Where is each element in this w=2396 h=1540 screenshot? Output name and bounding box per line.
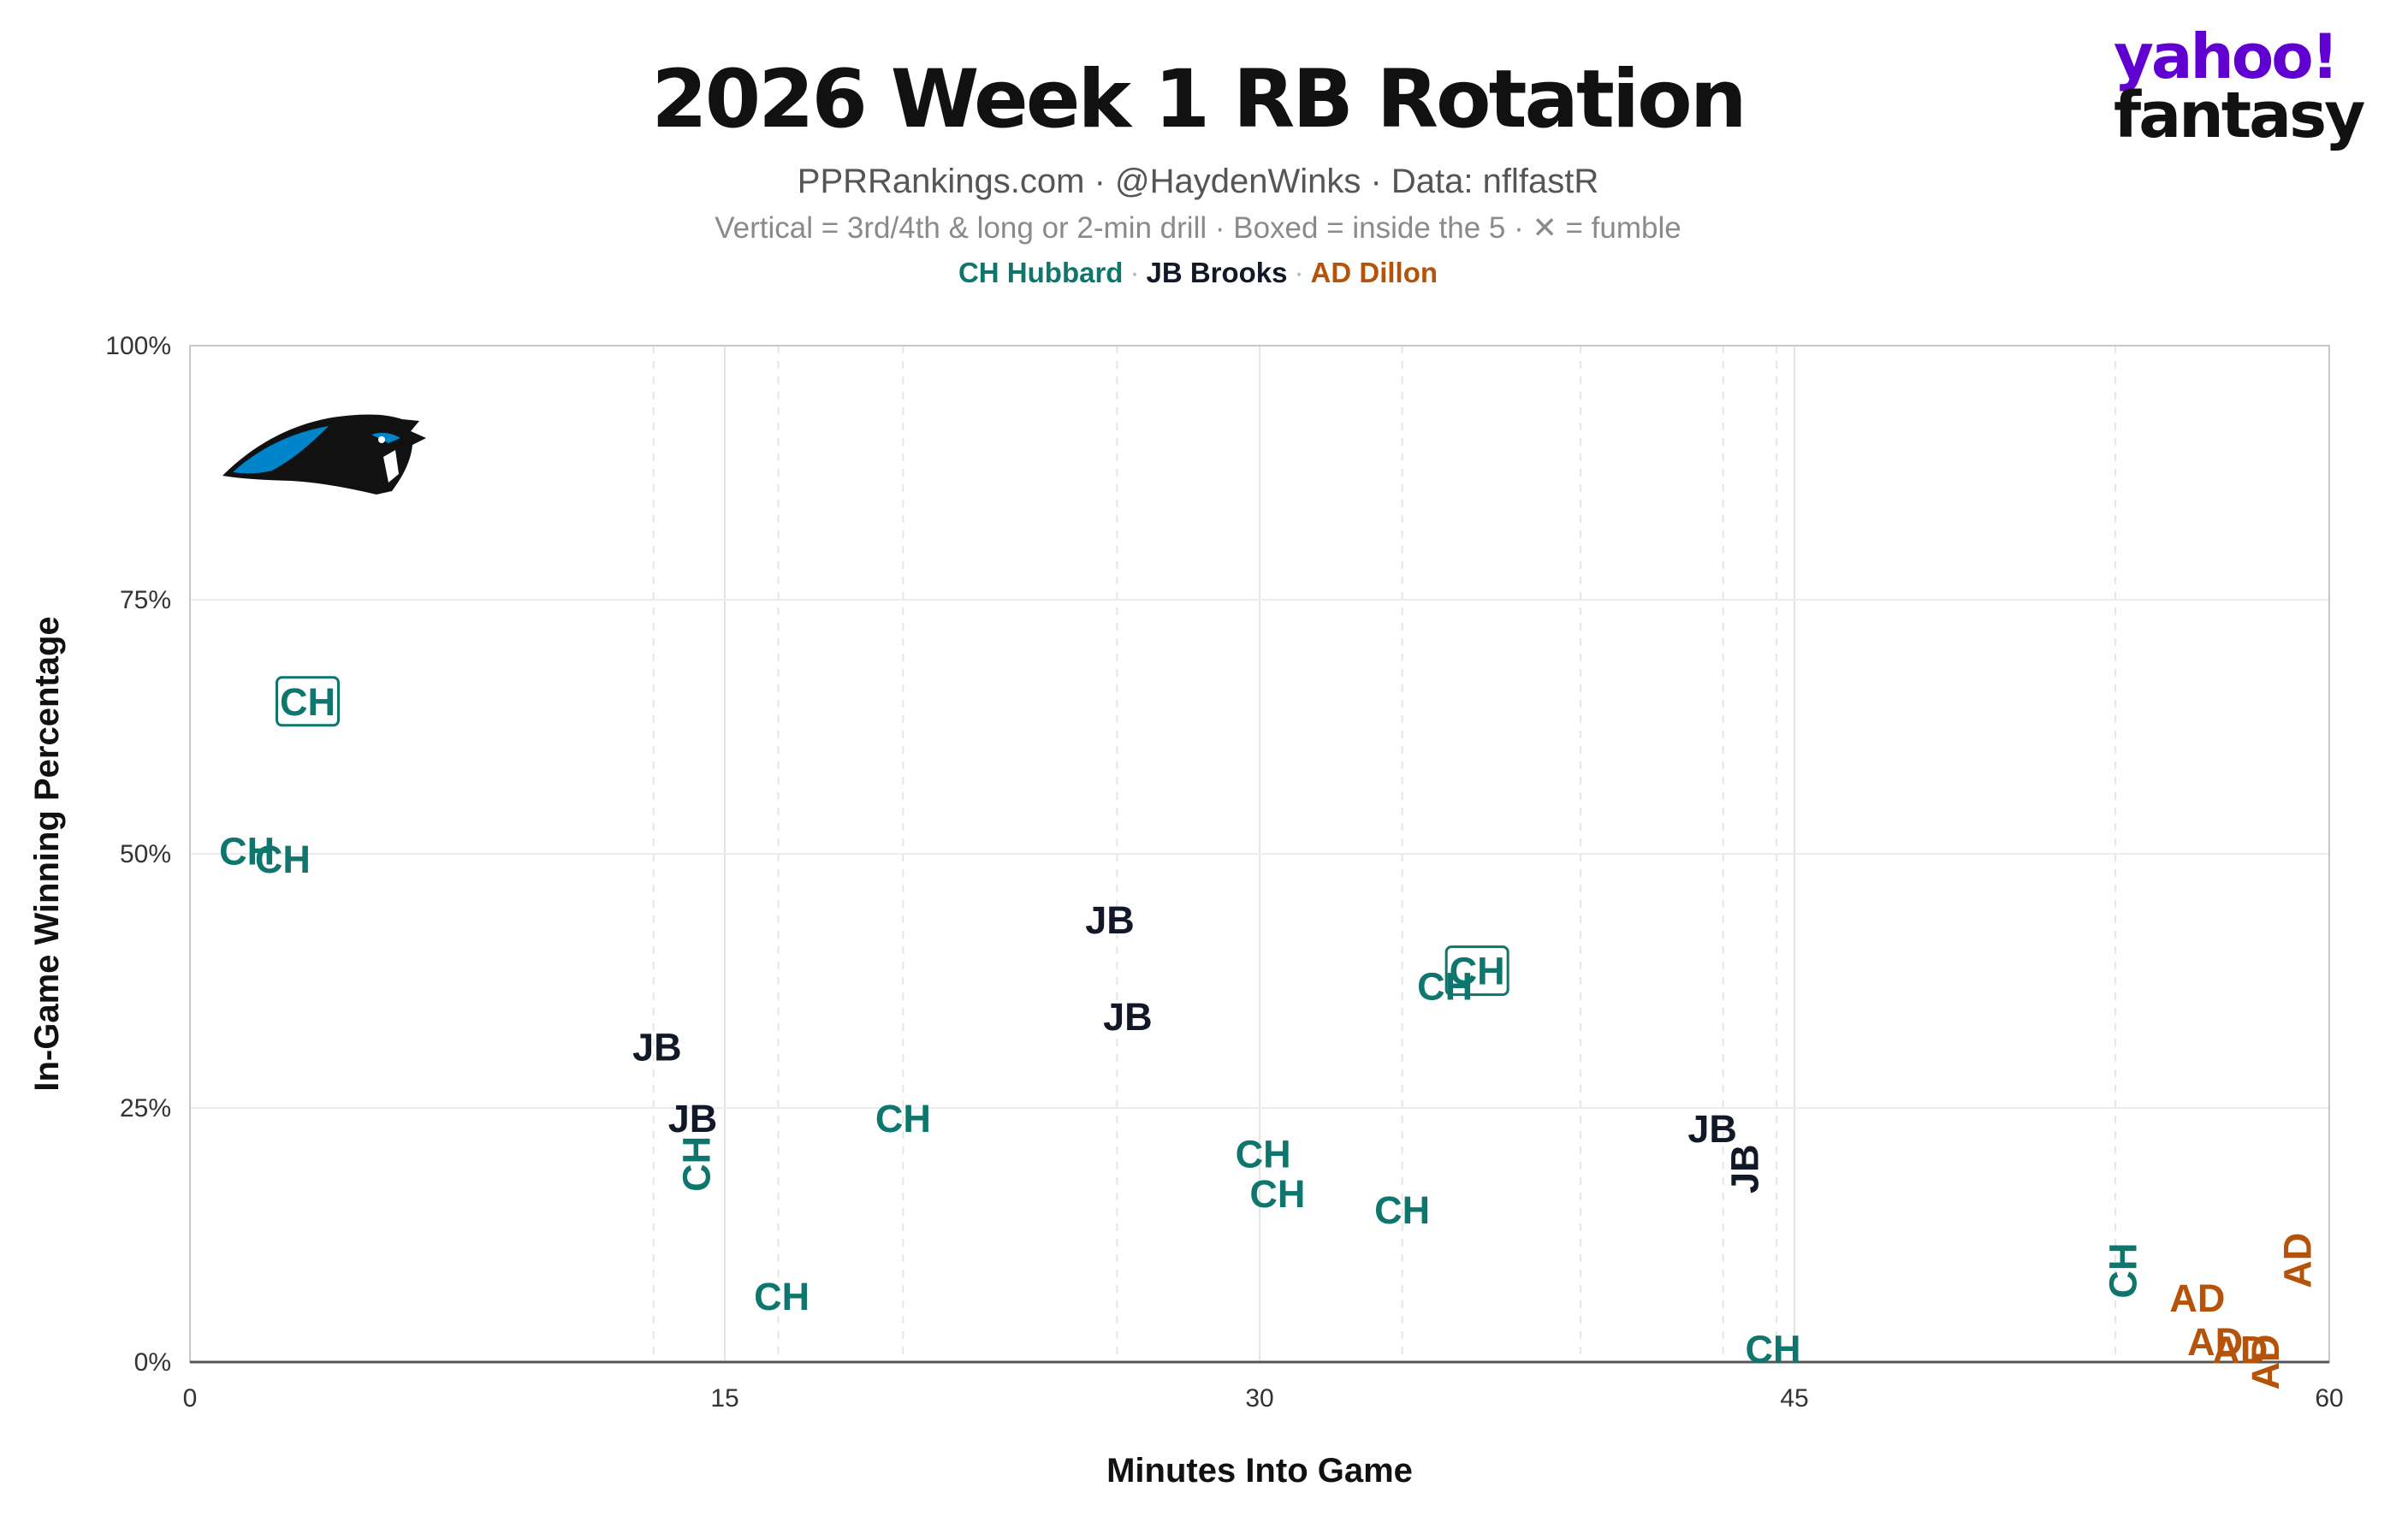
y-tick-label: 25% (120, 1094, 171, 1122)
data-point-ad: AD (2244, 1335, 2287, 1390)
data-point-jb: JB (1103, 995, 1153, 1039)
data-point-ch: CH (255, 838, 311, 881)
data-point-ch: CH (1450, 950, 1505, 993)
data-point-ad: AD (2187, 1320, 2243, 1364)
chart-note: Vertical = 3rd/4th & long or 2-min drill… (715, 211, 1681, 245)
data-point-ad: AD (2169, 1276, 2225, 1320)
legend-item-brooks: JB Brooks (1146, 257, 1288, 288)
data-point-ch: CH (2101, 1243, 2144, 1299)
x-tick-label: 15 (710, 1384, 738, 1413)
chart-credits: PPRRankings.com · @HaydenWinks · Data: n… (797, 163, 1599, 200)
x-tick-label: 0 (183, 1384, 198, 1413)
data-point-ch: CH (875, 1097, 931, 1140)
x-axis-label: Minutes Into Game (1106, 1452, 1413, 1490)
x-tick-label: 60 (2315, 1384, 2343, 1413)
data-point-jb: JB (1687, 1107, 1737, 1151)
y-tick-label: 0% (134, 1348, 171, 1377)
goal-line-box (276, 676, 340, 727)
chart-title: 2026 Week 1 RB Rotation (651, 53, 1747, 146)
data-point-ch: CH (1249, 1172, 1305, 1216)
data-point-jb: JB (1723, 1145, 1767, 1194)
y-axis-label: In-Game Winning Percentage (28, 616, 66, 1091)
legend-item-hubbard: CH Hubbard (958, 257, 1124, 288)
goal-line-box (1444, 945, 1509, 997)
legend-separator: · (1130, 257, 1140, 288)
data-point-ch: CH (280, 680, 335, 724)
data-point-ch: CH (675, 1136, 719, 1192)
y-tick-label: 100% (105, 332, 171, 360)
grid (190, 346, 2329, 1362)
yahoo-wordmark: yahoo! (2114, 21, 2340, 92)
data-point-ad: AD (2212, 1329, 2268, 1372)
fantasy-wordmark: fantasy (2114, 79, 2365, 152)
data-point-ch: CH (754, 1275, 810, 1318)
x-tick-label: 30 (1245, 1384, 1273, 1413)
legend: CH Hubbard · JB Brooks · AD Dillon (0, 257, 2396, 289)
data-point-jb: JB (632, 1026, 682, 1069)
data-point-ch: CH (1374, 1188, 1430, 1232)
panther-logo-icon (222, 414, 426, 495)
data-point-ch: CH (219, 829, 275, 873)
data-point-ad: AD (2276, 1233, 2320, 1288)
data-point-ch: CH (1236, 1132, 1291, 1176)
data-point-ch: CH (1746, 1328, 1801, 1371)
data-point-jb: JB (1085, 898, 1135, 942)
legend-separator: · (1294, 257, 1304, 288)
y-tick-label: 50% (120, 840, 171, 868)
yahoo-fantasy-logo: yahoo! fantasy (2114, 26, 2387, 147)
y-tick-label: 75% (120, 586, 171, 614)
legend-item-dillon: AD Dillon (1310, 257, 1438, 288)
axes: 0 15 30 45 60 0% 25% 50% 75% 100% Minutes Into Gam… (28, 332, 2344, 1490)
data-point-jb: JB (668, 1097, 718, 1140)
x-tick-label: 45 (1780, 1384, 1808, 1413)
